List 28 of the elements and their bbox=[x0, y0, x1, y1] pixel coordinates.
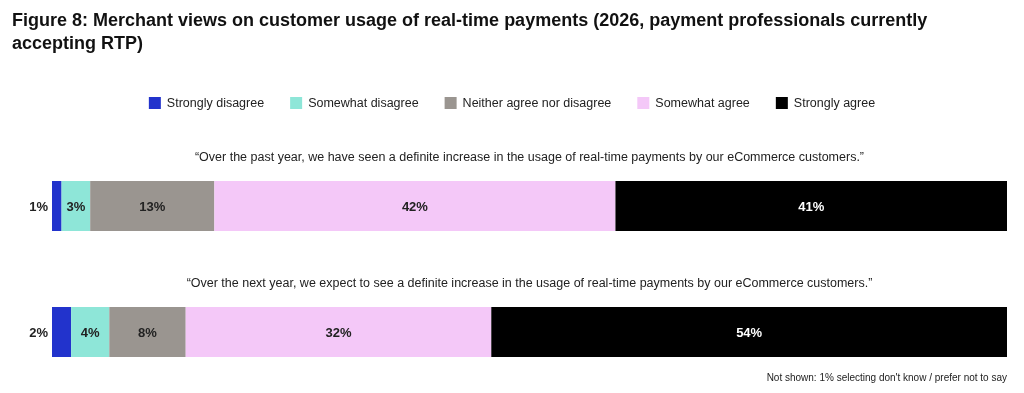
y-tick-label: “Over the next year, we expect to see a definite increase in the usage of real-time payments by our eCommerce customers.” bbox=[186, 276, 873, 290]
bar bbox=[90, 181, 215, 231]
data-label: 54% bbox=[736, 325, 763, 340]
data-label: 8% bbox=[138, 325, 158, 340]
legend-label: Strongly disagree bbox=[166, 96, 265, 110]
data-label: 13% bbox=[139, 199, 166, 214]
data-label: 41% bbox=[798, 199, 825, 214]
bar bbox=[52, 181, 62, 231]
chart-title: Figure 8: Merchant views on customer usage of real-time payments (2026, payment professionals currently accepting RTP) bbox=[12, 10, 928, 53]
bar bbox=[214, 181, 616, 231]
data-label: 1% bbox=[29, 199, 49, 214]
legend-label: Somewhat agree bbox=[655, 96, 750, 110]
bar bbox=[615, 181, 1007, 231]
data-label: 4% bbox=[80, 325, 101, 340]
bar bbox=[185, 307, 492, 357]
legend-label: Neither agree nor disagree bbox=[462, 96, 612, 110]
bar bbox=[71, 307, 110, 357]
data-label: 42% bbox=[401, 199, 429, 214]
data-label: 32% bbox=[325, 325, 352, 340]
legend-label: Strongly agree bbox=[793, 96, 876, 110]
y-tick-label: “Over the past year, we have seen a definite increase in the usage of real-time payments by our eCommerce customers.” bbox=[194, 150, 865, 164]
legend-label: Somewhat disagree bbox=[308, 96, 419, 110]
bar bbox=[52, 307, 72, 357]
text: Not shown: 1% selecting don't know / prefer not to say bbox=[766, 372, 1007, 383]
bar bbox=[109, 307, 186, 357]
data-label: 2% bbox=[29, 325, 49, 340]
data-label: 3% bbox=[66, 199, 86, 214]
bar bbox=[491, 307, 1007, 357]
